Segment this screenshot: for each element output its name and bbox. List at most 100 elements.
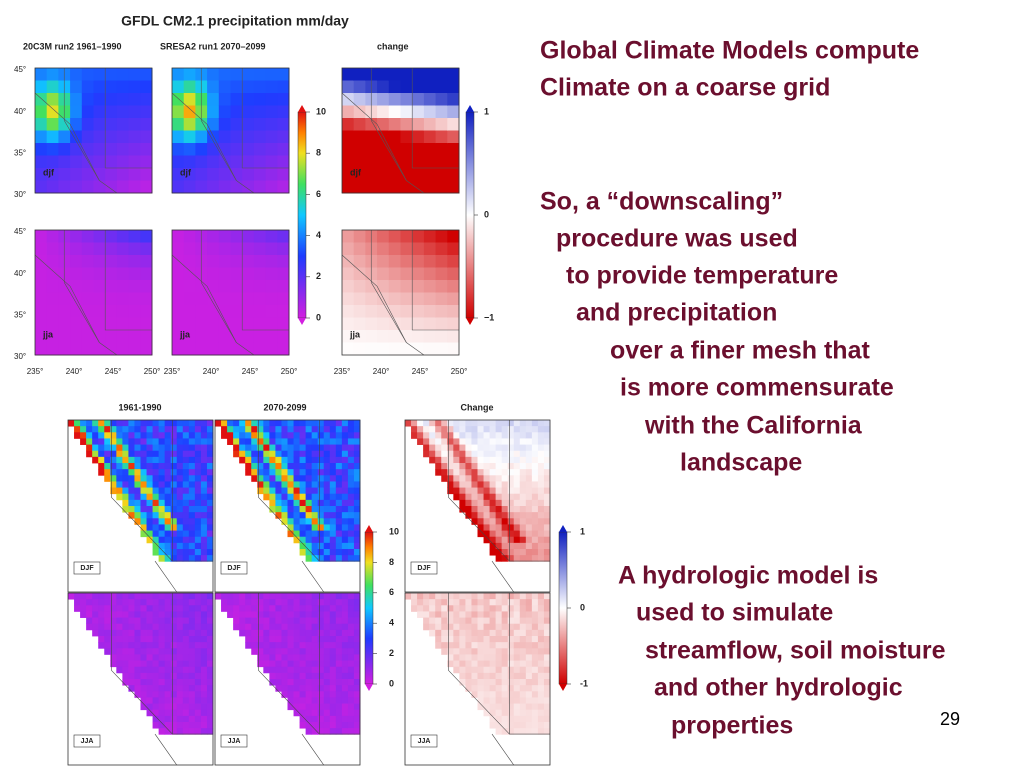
grid-cell xyxy=(412,317,425,331)
mesh-cell xyxy=(176,722,184,729)
mesh-cell xyxy=(134,469,141,476)
mesh-cell xyxy=(429,426,436,433)
mesh-cell xyxy=(519,636,527,643)
mesh-cell xyxy=(200,648,208,655)
mesh-cell xyxy=(188,450,196,458)
mesh-cell xyxy=(146,660,153,668)
mesh-cell xyxy=(152,599,160,606)
grid-cell xyxy=(365,280,378,293)
grid-cell xyxy=(207,242,220,256)
mesh-cell xyxy=(477,499,484,507)
mesh-cell xyxy=(299,444,307,452)
mesh-cell xyxy=(98,629,105,637)
mesh-cell xyxy=(495,530,503,538)
grid-cell xyxy=(342,342,355,356)
mesh-cell xyxy=(164,420,172,427)
mesh-cell xyxy=(134,444,141,452)
mesh-cell xyxy=(323,617,331,625)
mesh-cell xyxy=(158,475,166,482)
mesh-cell xyxy=(501,555,509,562)
mesh-cell xyxy=(501,481,509,488)
mesh-cell xyxy=(459,623,466,631)
mesh-cell xyxy=(176,654,184,661)
mesh-cell xyxy=(305,493,313,501)
mesh-cell xyxy=(110,642,117,649)
mesh-cell xyxy=(317,703,325,711)
mesh-cell xyxy=(140,679,147,686)
mesh-cell xyxy=(206,703,214,711)
mesh-cell xyxy=(525,438,533,445)
mesh-cell xyxy=(537,666,545,674)
grid-cell xyxy=(265,230,278,243)
mesh-cell xyxy=(317,444,325,452)
mesh-cell xyxy=(311,475,319,482)
grid-cell xyxy=(81,93,94,106)
grid-cell xyxy=(183,292,196,306)
mesh-cell xyxy=(293,685,300,692)
mesh-cell xyxy=(188,487,196,495)
mesh-cell xyxy=(323,481,331,488)
mesh-cell xyxy=(329,599,337,606)
mesh-cell xyxy=(188,432,196,439)
border xyxy=(301,733,324,766)
mesh-cell xyxy=(531,709,539,717)
state-border xyxy=(448,593,510,735)
mesh-cell xyxy=(507,709,515,717)
mesh-cell xyxy=(293,493,300,501)
mesh-cell xyxy=(531,654,539,661)
mesh-cell xyxy=(182,481,190,488)
mesh-cell xyxy=(188,536,196,544)
mesh-cell xyxy=(489,623,497,631)
mesh-cell xyxy=(311,493,319,501)
mesh-cell xyxy=(501,438,509,445)
mesh-cell xyxy=(200,593,208,600)
grid-cell xyxy=(230,280,243,293)
mesh-cell xyxy=(263,426,270,433)
mesh-cell xyxy=(341,438,349,445)
mesh-cell xyxy=(98,611,105,618)
mesh-cell xyxy=(188,524,196,531)
mesh-cell xyxy=(513,636,521,643)
grid-cell xyxy=(195,118,208,131)
mesh-cell xyxy=(513,475,521,482)
grid-cell xyxy=(46,280,59,293)
grid-cell xyxy=(172,342,185,356)
mesh-cell xyxy=(335,593,343,600)
colorbar-label: 0 xyxy=(316,312,321,322)
mesh-cell xyxy=(299,685,307,692)
mesh-cell xyxy=(317,636,325,643)
mesh-cell xyxy=(275,481,282,488)
mesh-cell xyxy=(104,599,111,606)
mesh-cell xyxy=(98,450,105,458)
mesh-cell xyxy=(74,605,81,612)
grid-cell xyxy=(183,317,196,331)
season-label: djf xyxy=(180,167,192,177)
grid-cell xyxy=(265,267,278,281)
mesh-cell xyxy=(152,623,160,631)
mesh-cell xyxy=(146,426,153,433)
mesh-cell xyxy=(335,672,343,680)
mesh-cell xyxy=(164,493,172,501)
mesh-cell xyxy=(341,629,349,637)
mesh-cell xyxy=(200,709,208,717)
grid-cell xyxy=(46,93,59,106)
mesh-cell xyxy=(287,672,294,680)
grid-cell xyxy=(46,80,59,94)
mesh-cell xyxy=(519,499,527,507)
mesh-cell xyxy=(188,685,196,692)
mesh-cell xyxy=(293,512,300,519)
mesh-cell xyxy=(537,493,545,501)
mesh-cell xyxy=(164,469,172,476)
mesh-cell xyxy=(287,426,294,433)
mesh-cell xyxy=(146,629,153,637)
mesh-cell xyxy=(317,499,325,507)
season-box xyxy=(220,561,248,575)
mesh-cell xyxy=(323,518,331,525)
mesh-cell xyxy=(257,444,264,452)
mesh-cell xyxy=(447,432,454,439)
mesh-cell xyxy=(293,648,300,655)
mesh-cell xyxy=(194,593,202,600)
mesh-cell xyxy=(311,481,319,488)
mesh-cell xyxy=(353,518,361,525)
mesh-cell xyxy=(200,555,208,562)
